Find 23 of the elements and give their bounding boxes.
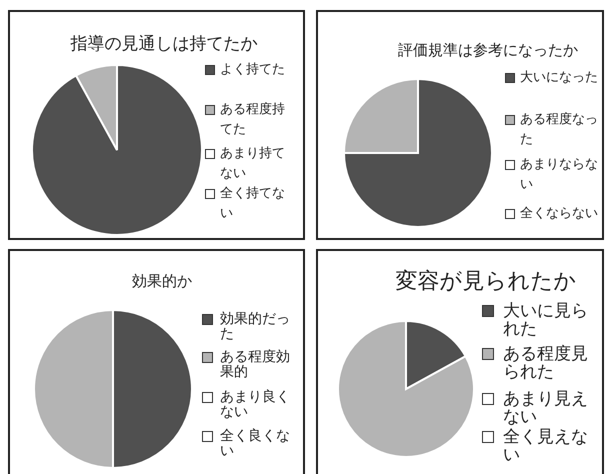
legend-label: 全く見えない [503, 427, 589, 465]
legend-label: 全く持てない [220, 185, 286, 223]
text: 変容が見られたか [394, 268, 578, 296]
legend-label: よく持てた [220, 61, 286, 79]
legend-label: 全く良くない [220, 428, 291, 458]
legend-label: 効果的だった [220, 310, 291, 342]
legend-label: ある程度なった [520, 111, 599, 149]
legend-label: ある程度持てた [220, 101, 286, 139]
legend-label: ある程度見られた [503, 344, 589, 382]
text: 評価規準は参考になったか [397, 40, 579, 60]
legend-label: 全くならない [520, 205, 599, 223]
legend-label: あまり持てない [220, 145, 286, 183]
legend-label: あまり良くない [220, 388, 291, 420]
legend-label: 大いに見られた [503, 301, 589, 339]
legend-label: あまりならない [520, 156, 599, 194]
pie-slice [343, 78, 493, 228]
legend-label: ある程度効果的 [220, 348, 291, 380]
chart-title: 指導の見通しは持てたか [70, 33, 258, 56]
pie-slice [31, 64, 203, 236]
legend-label: あまり見えない [503, 389, 589, 427]
chart-title: 効果的か [131, 270, 193, 292]
pie-slice [337, 320, 475, 458]
legend-label: 大いになった [520, 69, 599, 87]
